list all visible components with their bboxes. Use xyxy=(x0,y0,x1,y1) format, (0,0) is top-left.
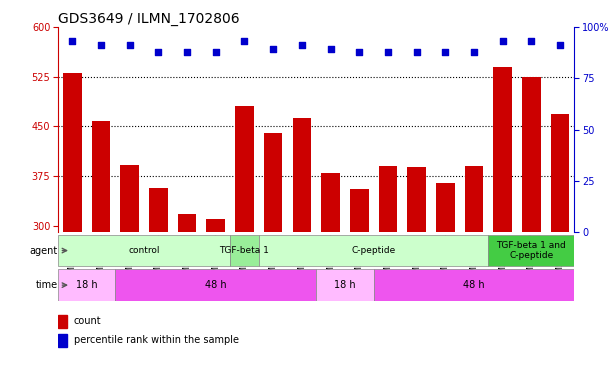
Bar xyxy=(149,188,168,384)
Bar xyxy=(115,270,316,301)
Point xyxy=(297,42,307,48)
Point xyxy=(412,48,422,55)
Point xyxy=(555,42,565,48)
Bar xyxy=(58,235,230,266)
Text: 18 h: 18 h xyxy=(76,280,98,290)
Text: 18 h: 18 h xyxy=(334,280,356,290)
Bar xyxy=(58,334,67,347)
Point xyxy=(469,48,479,55)
Bar xyxy=(464,166,483,384)
Bar xyxy=(373,270,574,301)
Text: 48 h: 48 h xyxy=(205,280,227,290)
Bar xyxy=(551,114,569,384)
Bar xyxy=(488,235,574,266)
Bar xyxy=(178,214,197,384)
Bar xyxy=(120,165,139,384)
Bar xyxy=(379,166,397,384)
Text: C-peptide: C-peptide xyxy=(351,246,396,255)
Bar xyxy=(230,235,259,266)
Text: GDS3649 / ILMN_1702806: GDS3649 / ILMN_1702806 xyxy=(58,12,240,26)
Text: TGF-beta 1: TGF-beta 1 xyxy=(219,246,269,255)
Bar xyxy=(92,121,111,384)
Text: control: control xyxy=(128,246,160,255)
Point xyxy=(182,48,192,55)
Bar xyxy=(408,167,426,384)
Point xyxy=(326,46,335,53)
Bar xyxy=(63,73,82,384)
Point xyxy=(268,46,278,53)
Bar xyxy=(350,189,368,384)
Text: time: time xyxy=(36,280,58,290)
Bar xyxy=(316,270,373,301)
Point xyxy=(240,38,249,44)
Bar xyxy=(522,76,541,384)
Bar xyxy=(321,173,340,384)
Point xyxy=(153,48,163,55)
Bar xyxy=(235,106,254,384)
Bar xyxy=(259,235,488,266)
Point xyxy=(96,42,106,48)
Bar xyxy=(493,67,512,384)
Point xyxy=(67,38,77,44)
Bar xyxy=(207,219,225,384)
Text: count: count xyxy=(73,316,101,326)
Text: agent: agent xyxy=(30,245,58,256)
Point xyxy=(441,48,450,55)
Point xyxy=(211,48,221,55)
Text: percentile rank within the sample: percentile rank within the sample xyxy=(73,335,238,345)
Text: 48 h: 48 h xyxy=(463,280,485,290)
Text: TGF-beta 1 and
C-peptide: TGF-beta 1 and C-peptide xyxy=(497,241,566,260)
Point xyxy=(125,42,134,48)
Bar xyxy=(436,183,455,384)
Point xyxy=(498,38,508,44)
Bar xyxy=(58,314,67,328)
Bar xyxy=(293,118,311,384)
Point xyxy=(354,48,364,55)
Bar xyxy=(264,133,282,384)
Point xyxy=(383,48,393,55)
Bar xyxy=(58,270,115,301)
Point xyxy=(527,38,536,44)
